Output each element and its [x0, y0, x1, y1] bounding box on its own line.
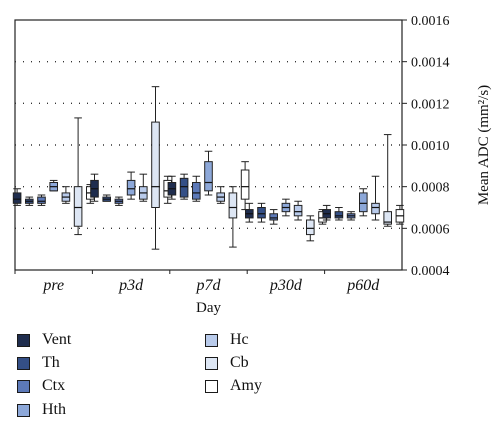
box-ctx-p7d	[192, 182, 201, 200]
box-cb-p30d	[306, 219, 315, 236]
x-group-label: p3d	[118, 277, 144, 294]
box-cb-p7d	[228, 192, 238, 219]
y-tick-label: 0.0010	[411, 139, 450, 154]
y-tick-label: 0.0004	[411, 264, 450, 279]
box-hth-p60d	[359, 192, 368, 213]
box-amy-p7d	[240, 169, 250, 200]
y-tick-label: 0.0006	[411, 222, 450, 237]
box-hc-p60d	[371, 202, 380, 215]
box-hc-p30d	[293, 204, 303, 217]
box-vent-pre	[12, 192, 22, 204]
box-cb-pre	[73, 186, 83, 227]
box-cb-p3d	[151, 121, 160, 208]
y-tick-label: 0.0008	[411, 181, 450, 196]
y-tick-label: 0.0016	[411, 14, 450, 29]
box-th-p30d	[257, 207, 266, 219]
y-tick-label: 0.0012	[411, 97, 450, 112]
box-th-p60d	[334, 211, 344, 219]
x-group-label: p30d	[269, 277, 303, 294]
box-ctx-p30d	[269, 213, 278, 221]
x-group-label: pre	[42, 277, 64, 294]
x-group-label: p7d	[196, 277, 222, 294]
box-th-p7d	[179, 177, 189, 198]
y-axis-label: Mean ADC (mm²/s)	[476, 85, 492, 205]
box-cb-p60d	[383, 211, 392, 225]
box-hth-p3d	[126, 179, 136, 196]
y-tick-label: 0.0014	[411, 56, 450, 71]
box-ctx-pre	[37, 196, 46, 204]
box-hth-p7d	[204, 161, 213, 192]
x-axis-label: Day	[196, 300, 221, 316]
x-group-label: p60d	[346, 277, 380, 294]
